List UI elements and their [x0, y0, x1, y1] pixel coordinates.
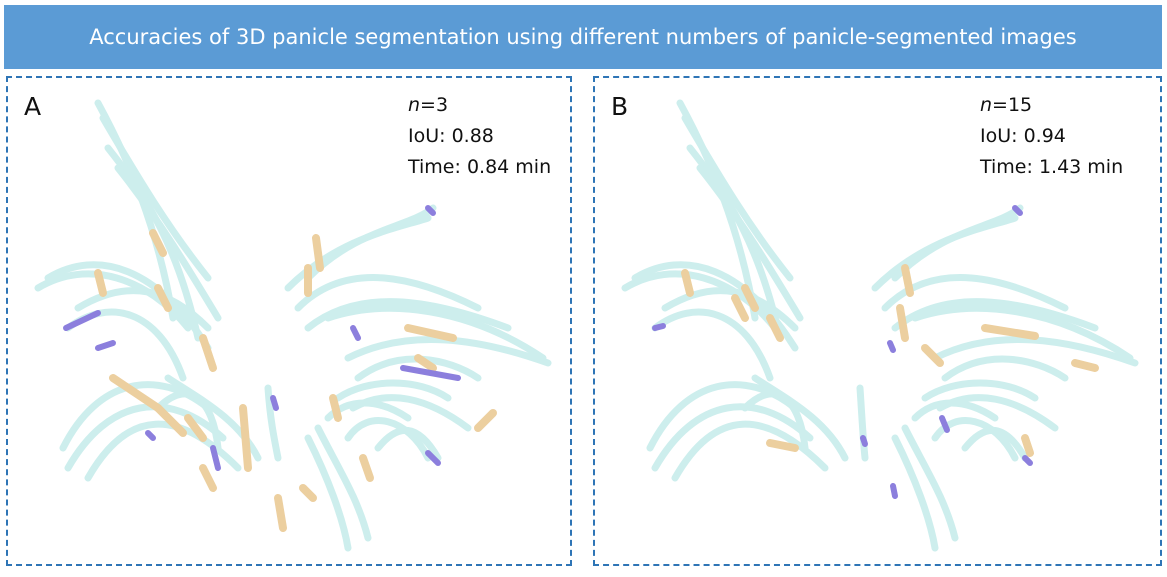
sample-count: n=3	[408, 94, 449, 116]
panel-letter: A	[24, 92, 42, 121]
missed-panicle-regions	[94, 229, 497, 532]
correct-panicle-strands	[34, 99, 552, 552]
panicle-point-cloud-a	[34, 99, 552, 552]
time-value: Time: 1.43 min	[980, 156, 1124, 178]
panel-b: B n=15 IoU: 0.94 Time: 1.43 min	[593, 76, 1162, 566]
panel-stats: n=3 IoU: 0.88 Time: 0.84 min	[408, 90, 551, 183]
false-positive-regions	[652, 205, 1033, 499]
iou-value: IoU: 0.94	[980, 125, 1066, 147]
missed-panicle-regions	[681, 264, 1099, 457]
correct-panicle-strands	[621, 99, 1139, 552]
false-positive-regions	[63, 205, 461, 471]
sample-count: n=15	[980, 94, 1033, 116]
iou-value: IoU: 0.88	[408, 125, 494, 147]
time-value: Time: 0.84 min	[408, 156, 552, 178]
panel-stats: n=15 IoU: 0.94 Time: 1.43 min	[980, 90, 1123, 183]
panel-letter: B	[611, 92, 629, 121]
title-banner: Accuracies of 3D panicle segmentation us…	[4, 5, 1162, 69]
panicle-point-cloud-b	[621, 99, 1139, 552]
panel-a: A n=3 IoU: 0.88 Time: 0.84 min	[6, 76, 572, 566]
